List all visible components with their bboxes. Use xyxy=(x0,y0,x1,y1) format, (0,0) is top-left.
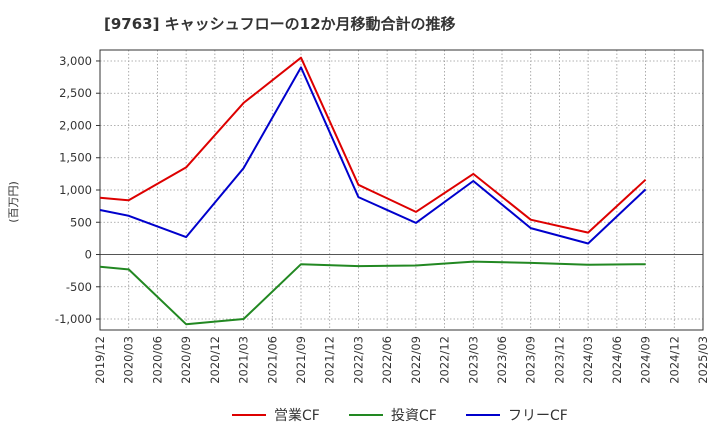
x-tick-label: 2024/12 xyxy=(667,336,681,384)
y-axis-label: (百万円) xyxy=(7,181,20,223)
y-tick-label: 2,500 xyxy=(59,86,92,100)
y-tick-label: 2,000 xyxy=(59,118,92,132)
legend-label: 投資CF xyxy=(391,408,437,424)
x-tick-label: 2023/06 xyxy=(495,336,509,384)
x-tick-label: 2022/06 xyxy=(380,336,394,384)
series-lines xyxy=(99,56,647,326)
x-tick-label: 2024/03 xyxy=(581,336,595,384)
x-tick-label: 2021/09 xyxy=(294,336,308,384)
legend-label: フリーCF xyxy=(508,408,568,424)
x-tick-label: 2021/06 xyxy=(265,336,279,384)
series-line-1 xyxy=(99,260,646,326)
x-tick-label: 2024/06 xyxy=(610,336,624,384)
x-tick-label: 2022/12 xyxy=(438,336,452,384)
x-tick-label: 2021/03 xyxy=(237,336,251,384)
x-tick-label: 2020/06 xyxy=(150,336,164,384)
x-tick-label: 2024/09 xyxy=(639,336,653,384)
x-tick-label: 2020/09 xyxy=(179,336,193,384)
plot-frame xyxy=(99,49,704,331)
x-tick-label: 2023/03 xyxy=(466,336,480,384)
grid xyxy=(99,50,704,330)
series-line-0 xyxy=(99,56,647,234)
axes: 2019/12 2020/03 2020/06 2020/09 2020/12 2021/… xyxy=(55,49,710,384)
x-tick-label: 2022/03 xyxy=(351,336,365,384)
y-tick-label: 1,500 xyxy=(59,151,92,165)
y-tick-label: -1,000 xyxy=(55,312,92,326)
chart-title: [9763] キャッシュフローの12か月移動合計の推移 xyxy=(104,15,456,33)
series-line-2 xyxy=(99,66,647,245)
legend: 営業CF 投資CF フリーCF xyxy=(232,408,568,424)
x-tick-label: 2021/12 xyxy=(323,336,337,384)
y-tick-label: 0 xyxy=(85,248,92,262)
y-tick-label: 1,000 xyxy=(59,183,92,197)
y-tick-label: 3,000 xyxy=(59,54,92,68)
x-tick-label: 2022/09 xyxy=(409,336,423,384)
x-tick-label: 2023/12 xyxy=(552,336,566,384)
x-tick-label: 2023/09 xyxy=(524,336,538,384)
x-tick-label: 2025/03 xyxy=(696,336,710,384)
y-tick-label: 500 xyxy=(70,215,92,229)
legend-label: 営業CF xyxy=(274,408,320,424)
x-tick-label: 2020/12 xyxy=(208,336,222,384)
x-tick-label: 2019/12 xyxy=(93,336,107,384)
x-tick-label: 2020/03 xyxy=(122,336,136,384)
y-tick-label: -500 xyxy=(66,280,92,294)
